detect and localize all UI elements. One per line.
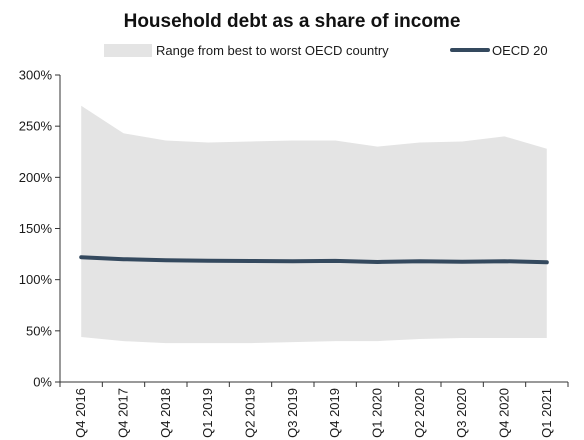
x-tick-label: Q1 2019	[200, 388, 215, 438]
legend-range-swatch	[104, 44, 152, 57]
y-tick-label: 300%	[19, 68, 53, 83]
x-tick-label: Q4 2016	[73, 388, 88, 438]
range-band-area	[81, 105, 547, 344]
x-tick-label: Q4 2020	[497, 388, 512, 438]
legend-range-label: Range from best to worst OECD country	[156, 43, 389, 58]
legend-oecd-label: OECD 20	[492, 43, 548, 58]
x-tick-label: Q4 2017	[116, 388, 131, 438]
y-tick-label: 150%	[19, 221, 53, 236]
x-tick-label: Q2 2020	[412, 388, 427, 438]
x-tick-label: Q3 2019	[285, 388, 300, 438]
x-tick-label: Q2 2019	[243, 388, 258, 438]
x-tick-label: Q3 2020	[454, 388, 469, 438]
y-tick-label: 200%	[19, 170, 53, 185]
x-tick-label: Q4 2019	[327, 388, 342, 438]
y-tick-label: 250%	[19, 119, 53, 134]
y-tick-label: 0%	[33, 375, 52, 390]
y-tick-label: 100%	[19, 272, 53, 287]
y-tick-label: 50%	[26, 323, 52, 338]
chart-title: Household debt as a share of income	[124, 11, 461, 32]
x-tick-label: Q4 2018	[158, 388, 173, 438]
x-tick-label: Q1 2021	[539, 388, 554, 438]
series-line-oecd-20	[79, 255, 549, 265]
plot-area: 0% 50% 100% 150% 200% 250% 300% Q4 2016 Q4 2017 Q…	[19, 68, 569, 438]
legend: Range from best to worst OECD country OE…	[104, 43, 548, 58]
x-tick-label: Q1 2020	[370, 388, 385, 438]
